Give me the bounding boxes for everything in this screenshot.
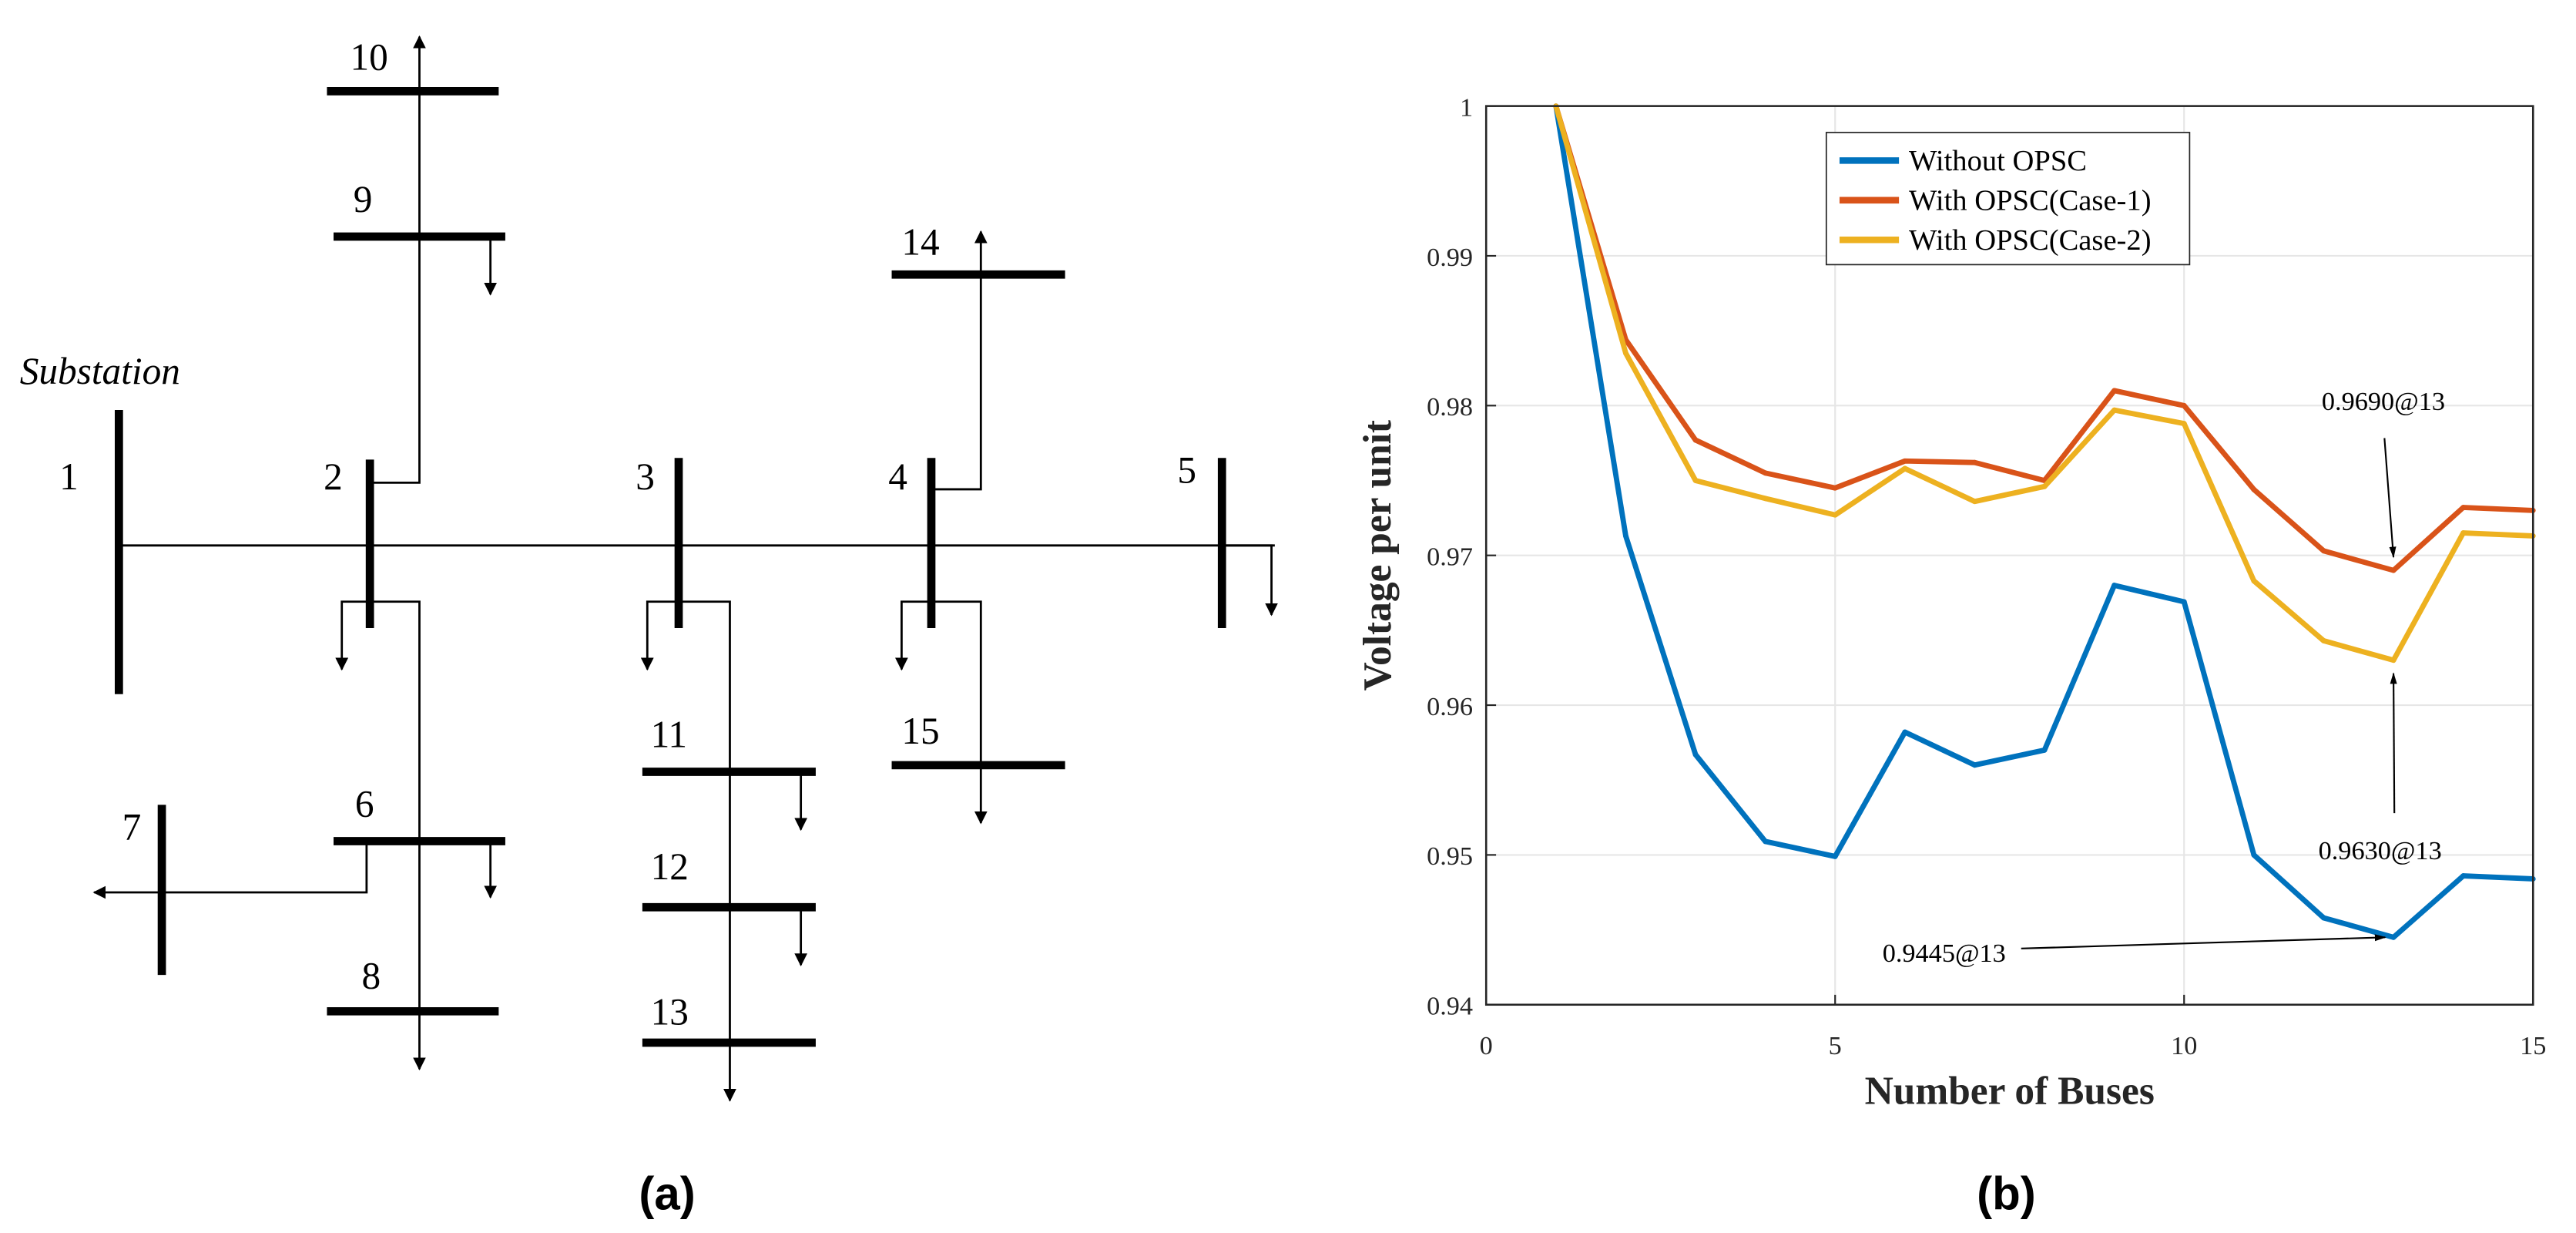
- data-point: [2321, 548, 2326, 554]
- y-tick-label: 0.96: [1427, 692, 1473, 721]
- series-1: [1553, 103, 2536, 940]
- branch-2-8: [370, 600, 426, 1071]
- bus-label-9: 9: [354, 178, 373, 220]
- load-arrow-5: [1222, 544, 1278, 616]
- load-arrow-4: [895, 600, 931, 671]
- annotation-arrow: [2021, 934, 2386, 949]
- bus-label-3: 3: [636, 455, 655, 498]
- chart-legend: Without OPSC With OPSC(Case-1) With OPSC(C…: [1825, 132, 2191, 266]
- data-point: [1692, 437, 1699, 443]
- annotation-label: 0.9690@13: [2322, 387, 2445, 416]
- data-point: [2251, 486, 2257, 492]
- y-tick-label: 0.94: [1427, 992, 1473, 1021]
- data-point: [2041, 483, 2048, 489]
- data-point: [1832, 853, 1838, 859]
- x-axis-label: Number of Buses: [1865, 1069, 2155, 1113]
- data-point: [1692, 478, 1699, 483]
- data-point: [1832, 512, 1838, 518]
- data-point: [1832, 485, 1838, 491]
- legend-label: With OPSC(Case-2): [1909, 224, 2152, 257]
- data-point: [2041, 747, 2048, 753]
- data-point: [2181, 599, 2187, 605]
- data-point: [2111, 407, 2118, 413]
- bus-label-15: 15: [901, 710, 939, 752]
- data-point: [2460, 873, 2467, 879]
- data-point: [1763, 470, 1769, 476]
- data-point: [2390, 934, 2397, 940]
- bus-label-10: 10: [350, 35, 387, 78]
- data-point: [1902, 458, 1908, 464]
- y-tick-label: 0.95: [1427, 842, 1473, 871]
- y-tick-label: 0.99: [1427, 243, 1473, 272]
- data-point: [1623, 533, 1628, 539]
- branch-2-10: [370, 35, 426, 484]
- plot-area-frame: [1484, 105, 2534, 1006]
- legend-label: Without OPSC: [1909, 145, 2087, 177]
- data-point: [1763, 496, 1769, 502]
- substation-label: Substation: [20, 350, 180, 392]
- panel-b-caption: (b): [1977, 1168, 2036, 1220]
- bus-number-labels: Substation 1 2 3 4 5 6 7 8 9 10 11 12 13…: [20, 35, 1196, 1033]
- chart-annotations: 0.9690@13 0.9630@13 0.9445@13: [1883, 387, 2445, 968]
- branch-4-14: [931, 230, 988, 491]
- branch-4-15: [931, 600, 988, 825]
- data-point: [2181, 421, 2187, 427]
- data-point: [2181, 402, 2187, 408]
- y-tick-label: 0.98: [1427, 392, 1473, 422]
- branch-3-13: [679, 600, 736, 1102]
- voltage-profile-chart: 0 5 10 15 0.94 0.95 0.96 0.97 0.98 0.99 1 0.9690@1…: [1356, 92, 2547, 1113]
- data-point: [2111, 583, 2118, 588]
- data-point: [1902, 465, 1908, 472]
- branch-6-7: [92, 841, 368, 899]
- data-point: [2251, 578, 2257, 584]
- load-arrow-3: [640, 600, 679, 671]
- annotation-arrow: [2383, 438, 2397, 559]
- data-point: [1902, 729, 1908, 735]
- load-arrow-2: [335, 600, 371, 671]
- data-point: [1972, 762, 1977, 768]
- legend-label: With OPSC(Case-1): [1909, 185, 2152, 217]
- chart-series: [1553, 103, 2536, 940]
- data-point: [1972, 459, 1977, 465]
- y-axis-label: Voltage per unit: [1356, 420, 1400, 691]
- x-tick-label: 5: [1829, 1031, 1842, 1060]
- bus-label-4: 4: [888, 455, 907, 498]
- bus-label-12: 12: [651, 845, 689, 888]
- y-tick-label: 0.97: [1427, 543, 1473, 572]
- x-tick-label: 10: [2171, 1031, 2197, 1060]
- data-point: [2460, 505, 2467, 510]
- x-tick-label: 0: [1480, 1031, 1493, 1060]
- data-point: [2321, 638, 2326, 643]
- bus-label-13: 13: [651, 990, 689, 1033]
- bus-label-6: 6: [355, 782, 374, 825]
- y-tick-label: 1: [1460, 92, 1473, 122]
- bus-label-11: 11: [651, 713, 687, 755]
- series-3: [1553, 103, 2536, 664]
- annotation-label: 0.9630@13: [2319, 836, 2442, 865]
- annotation-arrow: [2390, 672, 2397, 814]
- bus-label-14: 14: [901, 221, 939, 264]
- bus-label-2: 2: [324, 455, 343, 498]
- data-point: [2111, 388, 2118, 394]
- data-point: [2321, 915, 2326, 921]
- panel-a-caption: (a): [639, 1168, 695, 1220]
- data-point: [1763, 838, 1769, 845]
- data-point: [2390, 657, 2397, 664]
- bus-label-1: 1: [59, 455, 79, 498]
- data-point: [1623, 350, 1628, 356]
- annotation-label: 0.9445@13: [1883, 939, 2006, 968]
- bus-label-5: 5: [1177, 449, 1196, 491]
- data-point: [2390, 567, 2397, 573]
- distribution-network-diagram: [92, 35, 1278, 1102]
- data-point: [1972, 499, 1977, 505]
- data-point: [1692, 751, 1699, 758]
- bus-label-8: 8: [361, 954, 381, 996]
- data-point: [2251, 852, 2257, 858]
- data-point: [2460, 530, 2467, 536]
- x-tick-label: 15: [2520, 1031, 2546, 1060]
- bus-label-7: 7: [122, 805, 142, 848]
- chart-tick-labels: 0 5 10 15 0.94 0.95 0.96 0.97 0.98 0.99 1: [1427, 92, 2546, 1060]
